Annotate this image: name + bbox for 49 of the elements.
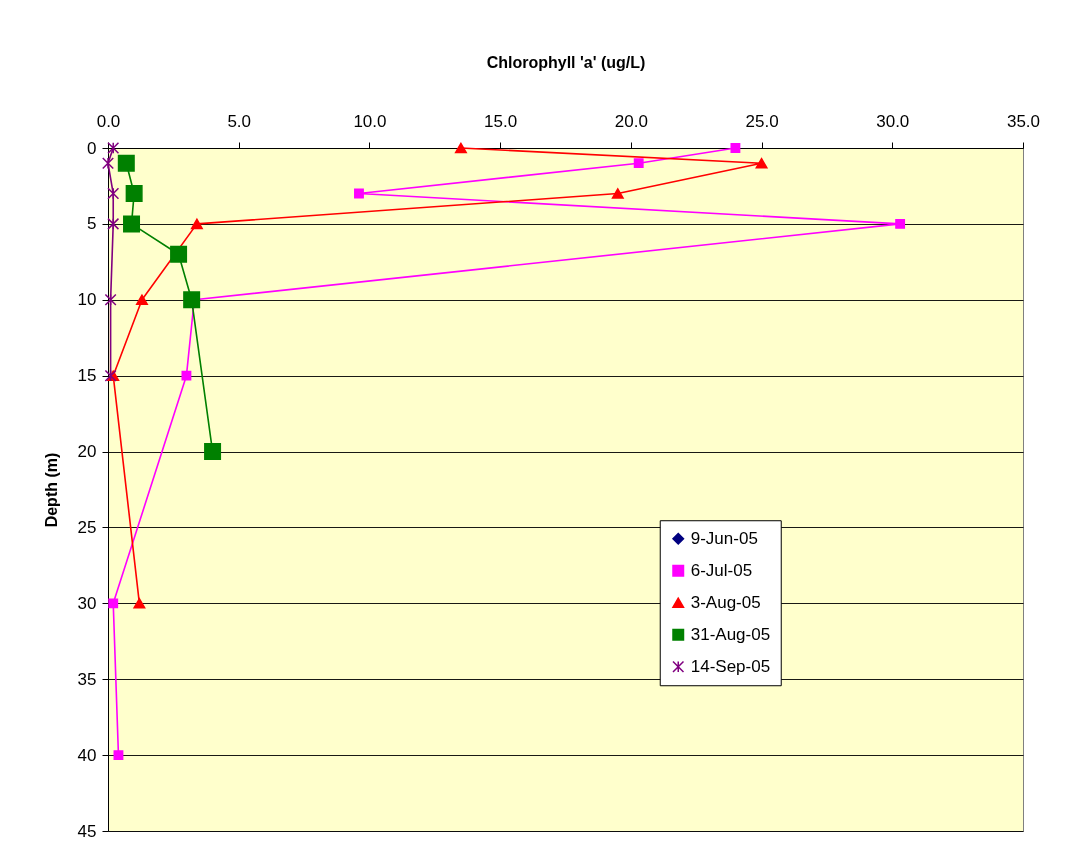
point: [611, 188, 624, 199]
point: [104, 293, 117, 306]
point: [102, 157, 114, 170]
point: [107, 187, 120, 200]
x-tick-label: 20.0: [614, 111, 648, 131]
legend-label: 6-Jul-05: [690, 560, 753, 580]
point: [183, 291, 201, 309]
point: [633, 158, 644, 169]
point: [181, 370, 192, 381]
point: [895, 218, 906, 229]
y-tick-label: 45: [77, 821, 97, 841]
point: [170, 245, 188, 263]
y-tick-label: 40: [77, 745, 97, 765]
y-axis-title: Depth (m): [42, 452, 60, 528]
point: [117, 154, 135, 172]
point: [204, 443, 222, 461]
y-tick-label: 15: [77, 366, 97, 386]
y-tick-label: 20: [77, 442, 97, 462]
point: [454, 142, 467, 154]
y-tick-label: 10: [77, 290, 97, 310]
point: [123, 215, 141, 233]
y-tick-label: 35: [77, 669, 97, 689]
x-tick-label: 0.0: [96, 111, 121, 131]
x-tick-label: 15.0: [484, 111, 518, 131]
y-tick-label: 25: [77, 517, 97, 537]
point: [113, 750, 124, 761]
x-axis-title: Chlorophyll 'a' (ug/L): [486, 53, 646, 71]
x-tick-label: 5.0: [227, 111, 252, 131]
point: [107, 217, 120, 230]
point: [107, 142, 120, 154]
point: [125, 185, 143, 203]
y-tick-label: 0: [87, 138, 97, 158]
x-tick-label: 30.0: [876, 111, 910, 131]
point: [135, 294, 148, 306]
legend-label: 3-Aug-05: [690, 592, 761, 612]
point: [190, 218, 203, 230]
legend-label: 31-Aug-05: [690, 624, 771, 644]
x-tick-label: 25.0: [745, 111, 779, 131]
point: [133, 598, 146, 609]
y-tick-label: 5: [87, 214, 97, 234]
x-tick-label: 35.0: [1006, 111, 1041, 131]
x-tick-label: 10.0: [353, 111, 387, 131]
legend-label: 9-Jun-05: [690, 528, 758, 548]
point: [354, 188, 364, 199]
point: [108, 598, 119, 609]
legend-label: 14-Sep-05: [690, 656, 771, 676]
point: [730, 143, 741, 153]
point: [755, 157, 768, 169]
y-tick-label: 30: [77, 593, 97, 613]
